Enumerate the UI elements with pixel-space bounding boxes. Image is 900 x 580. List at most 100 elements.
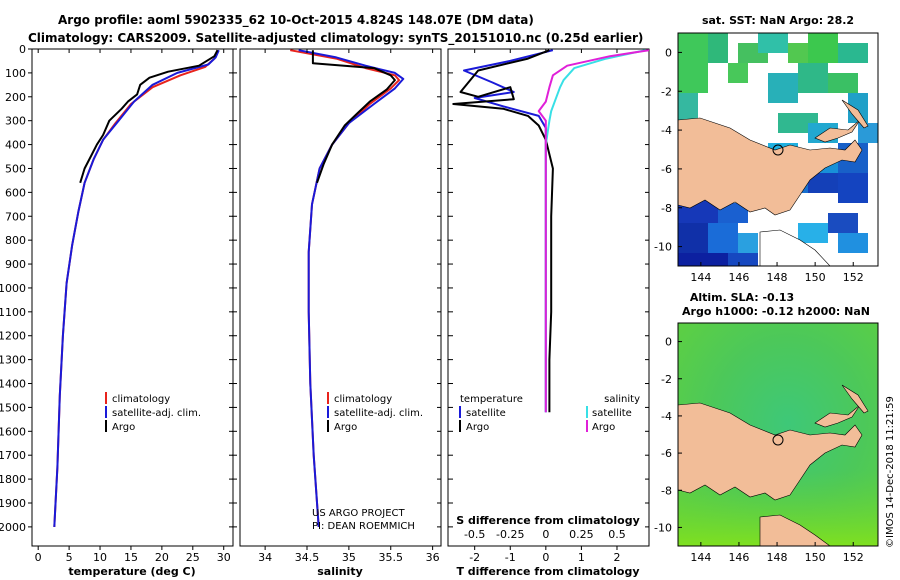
new-britain-land [814,404,861,428]
y-tick-label: 1100 [0,306,26,319]
series-line-argo [311,50,396,184]
salinity-x-axis: 34 34.5 35 35.5 36 [258,49,440,564]
credit-project: US ARGO PROJECT [312,508,406,519]
map-y-tick-label: -2 [661,85,672,98]
legend-label: Argo [592,422,615,433]
map-y-tick-label: -6 [661,163,672,176]
legend-label: satellite-adj. clim. [334,408,423,419]
legend-label: climatology [334,394,392,405]
salinity-xlabel: salinity [317,565,363,578]
sst-cell [838,43,868,63]
y-tick-label: 900 [5,258,26,271]
sla-map-title: Altim. SLA: -0.13 [690,291,794,304]
salinity-series [290,49,405,527]
y-tick-label: 1700 [0,449,26,462]
sst-cell [858,123,878,143]
map-y-tick-label: -6 [661,447,672,460]
map-x-tick-label: 148 [767,551,788,564]
difference-x-axis: -2 -1 0 1 2 -0.5 -0.25 0 0.25 0.5 [464,49,626,564]
legend-label: Argo [334,422,357,433]
argo-float-marker [772,434,784,446]
temperature-x-axis: 0 5 10 15 20 25 30 [35,49,231,564]
map-y-tick-label: -10 [654,521,672,534]
sst-map-title: sat. SST: NaN Argo: 28.2 [702,14,854,27]
map-y-tick-label: -4 [661,410,672,423]
x-tick-label: 25 [186,551,200,564]
series-line-satellite-adj--clim- [53,49,220,527]
map-y-tick-label: 0 [665,336,672,349]
sst-map [678,33,878,266]
sst-cell [678,253,728,266]
x-tick-label: 20 [155,551,169,564]
new-ireland-land [841,384,869,414]
temperature-panel-frame [31,48,234,547]
sla-map-frame [677,322,879,547]
map-x-tick-label: 152 [843,271,864,284]
map-x-tick-label: 148 [767,271,788,284]
map-x-tick-label: 146 [728,271,749,284]
map-x-tick-label: 144 [690,271,711,284]
y-tick-label: 2000 [0,521,26,534]
legend-label: satellite [592,408,632,419]
legend-heading-salinity: salinity [604,394,640,405]
series-line-t-argo [452,49,554,413]
x-tick-label: 0 [542,551,549,564]
sst-cell [728,253,758,266]
x-tick-label: 2 [613,551,620,564]
difference-xlabel-top: S difference from climatology [456,514,640,527]
y-tick-label: 1500 [0,401,26,414]
y-tick-label: 1400 [0,378,26,391]
map-x-tick-label: 150 [805,271,826,284]
map-y-tick-label: -2 [661,373,672,386]
y-tick-label: 600 [5,186,26,199]
x-tick-label: 35.5 [379,551,404,564]
map-x-tick-label: 150 [805,551,826,564]
y-tick-label: 1800 [0,473,26,486]
difference-xlabel: T difference from climatology [456,565,639,578]
map-y-tick-label: -4 [661,124,672,137]
sst-cell [828,213,858,233]
header-line-2: Climatology: CARS2009. Satellite-adjuste… [28,31,643,46]
x-top-tick-label: 0.25 [569,528,594,541]
sst-cell [678,33,708,93]
sst-cell [708,33,728,63]
sst-cell [808,173,838,193]
y-tick-label: 100 [5,67,26,80]
y-tick-label: 1200 [0,330,26,343]
header-line-1: Argo profile: aoml 5902335_62 10-Oct-201… [58,13,534,28]
australia-coast [759,514,831,546]
y-tick-label: 0 [19,43,26,56]
salinity-panel-frame [239,48,442,547]
legend-label: satellite-adj. clim. [112,408,201,419]
sla-map [678,323,878,546]
sst-cell [708,223,738,253]
sst-cell [718,203,748,223]
credit-pi: PI: DEAN ROEMMICH [312,521,415,532]
sst-cell [678,93,698,123]
sst-cell [828,73,858,93]
credit-imos: ©IMOS 14-Dec-2018 11:21:59 [885,396,896,548]
sst-cell [798,63,828,93]
x-top-tick-label: -0.25 [496,528,524,541]
sst-cell [728,63,748,83]
sst-cell [798,223,828,243]
map-x-tick-label: 144 [690,551,711,564]
sst-cell [738,233,758,253]
australia-coast [759,229,831,266]
temperature-xlabel: temperature (deg C) [68,565,195,578]
x-tick-label: 35 [342,551,356,564]
y-tick-label: 1300 [0,354,26,367]
x-tick-label: 30 [217,551,231,564]
x-tick-label: 10 [93,551,107,564]
y-tick-label: 400 [5,139,26,152]
x-tick-label: -1 [505,551,516,564]
series-line-satellite-adj--clim- [298,49,405,527]
x-tick-label: 36 [426,551,440,564]
difference-series [452,49,649,413]
map-y-tick-label: 0 [665,46,672,59]
sst-cell [788,43,808,63]
x-tick-label: 34.5 [295,551,320,564]
series-line-s-argo [537,49,649,413]
y-tick-label: 500 [5,162,26,175]
